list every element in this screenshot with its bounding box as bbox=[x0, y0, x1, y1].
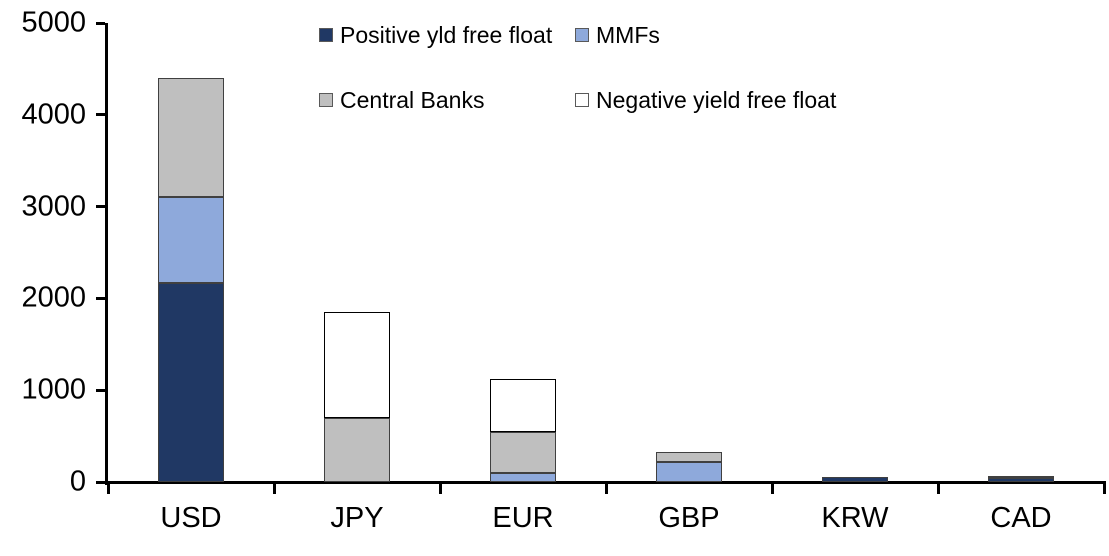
bar-segment-eur-central-banks bbox=[490, 431, 556, 473]
bar-segment-usd-central-banks bbox=[158, 78, 224, 197]
x-axis-tick bbox=[604, 481, 608, 494]
x-axis-category-label: USD bbox=[160, 502, 222, 534]
legend-label-negative-yield-free-float: Negative yield free float bbox=[596, 86, 837, 113]
x-axis-line bbox=[105, 481, 1104, 484]
y-axis-tick bbox=[96, 480, 105, 484]
legend-label-positive-yld-free-float: Positive yld free float bbox=[340, 21, 553, 48]
y-axis-tick bbox=[96, 296, 105, 300]
y-axis-tick bbox=[96, 388, 105, 392]
bar-segment-jpy-negative-yield-free-float bbox=[324, 312, 390, 418]
bar-segment-eur-mmfs bbox=[490, 472, 556, 482]
y-axis-tick bbox=[96, 205, 105, 209]
legend-item-positive-yld-free-float: Positive yld free float bbox=[319, 23, 552, 46]
legend-item-negative-yield-free-float: Negative yield free float bbox=[575, 88, 836, 111]
y-axis-tick bbox=[96, 21, 105, 25]
bar-segment-gbp-central-banks bbox=[656, 451, 722, 462]
bar-segment-usd-mmfs bbox=[158, 196, 224, 283]
y-axis-line bbox=[105, 23, 108, 485]
y-axis-tick bbox=[96, 113, 105, 117]
legend-swatch-mmfs bbox=[575, 28, 589, 42]
x-axis-category-label: KRW bbox=[821, 502, 889, 534]
x-axis-category-label: EUR bbox=[492, 502, 554, 534]
bar-segment-krw-positive-yld-free-float bbox=[822, 477, 888, 482]
bar-segment-eur-negative-yield-free-float bbox=[490, 379, 556, 432]
x-axis-tick bbox=[106, 481, 110, 494]
bar-segment-jpy-central-banks bbox=[324, 417, 390, 482]
legend-swatch-negative-yield-free-float bbox=[575, 93, 589, 107]
bar-segment-gbp-mmfs bbox=[656, 461, 722, 482]
x-axis-category-label: CAD bbox=[990, 502, 1052, 534]
x-axis-tick bbox=[936, 481, 940, 494]
legend-label-central-banks: Central Banks bbox=[340, 86, 485, 113]
bar-segment-cad-positive-yld-free-float bbox=[988, 478, 1054, 482]
legend-item-central-banks: Central Banks bbox=[319, 88, 484, 111]
x-axis-tick bbox=[438, 481, 442, 494]
bar-segment-cad-central-banks bbox=[988, 476, 1054, 479]
x-axis-tick bbox=[1102, 481, 1106, 494]
legend-swatch-positive-yld-free-float bbox=[319, 28, 333, 42]
y-axis-tick-label: 4000 bbox=[21, 98, 86, 131]
y-axis-tick-label: 2000 bbox=[21, 281, 86, 314]
x-axis-category-label: GBP bbox=[658, 502, 720, 534]
x-axis-tick bbox=[770, 481, 774, 494]
legend-swatch-central-banks bbox=[319, 93, 333, 107]
legend-item-mmfs: MMFs bbox=[575, 23, 660, 46]
y-axis-tick-label: 1000 bbox=[21, 373, 86, 406]
legend-label-mmfs: MMFs bbox=[596, 21, 660, 48]
x-axis-tick bbox=[272, 481, 276, 494]
y-axis-tick-label: 0 bbox=[69, 465, 86, 498]
y-axis-tick-label: 5000 bbox=[21, 6, 86, 39]
y-axis-tick-label: 3000 bbox=[21, 190, 86, 223]
x-axis-category-label: JPY bbox=[330, 502, 384, 534]
bar-segment-usd-positive-yld-free-float bbox=[158, 282, 224, 482]
